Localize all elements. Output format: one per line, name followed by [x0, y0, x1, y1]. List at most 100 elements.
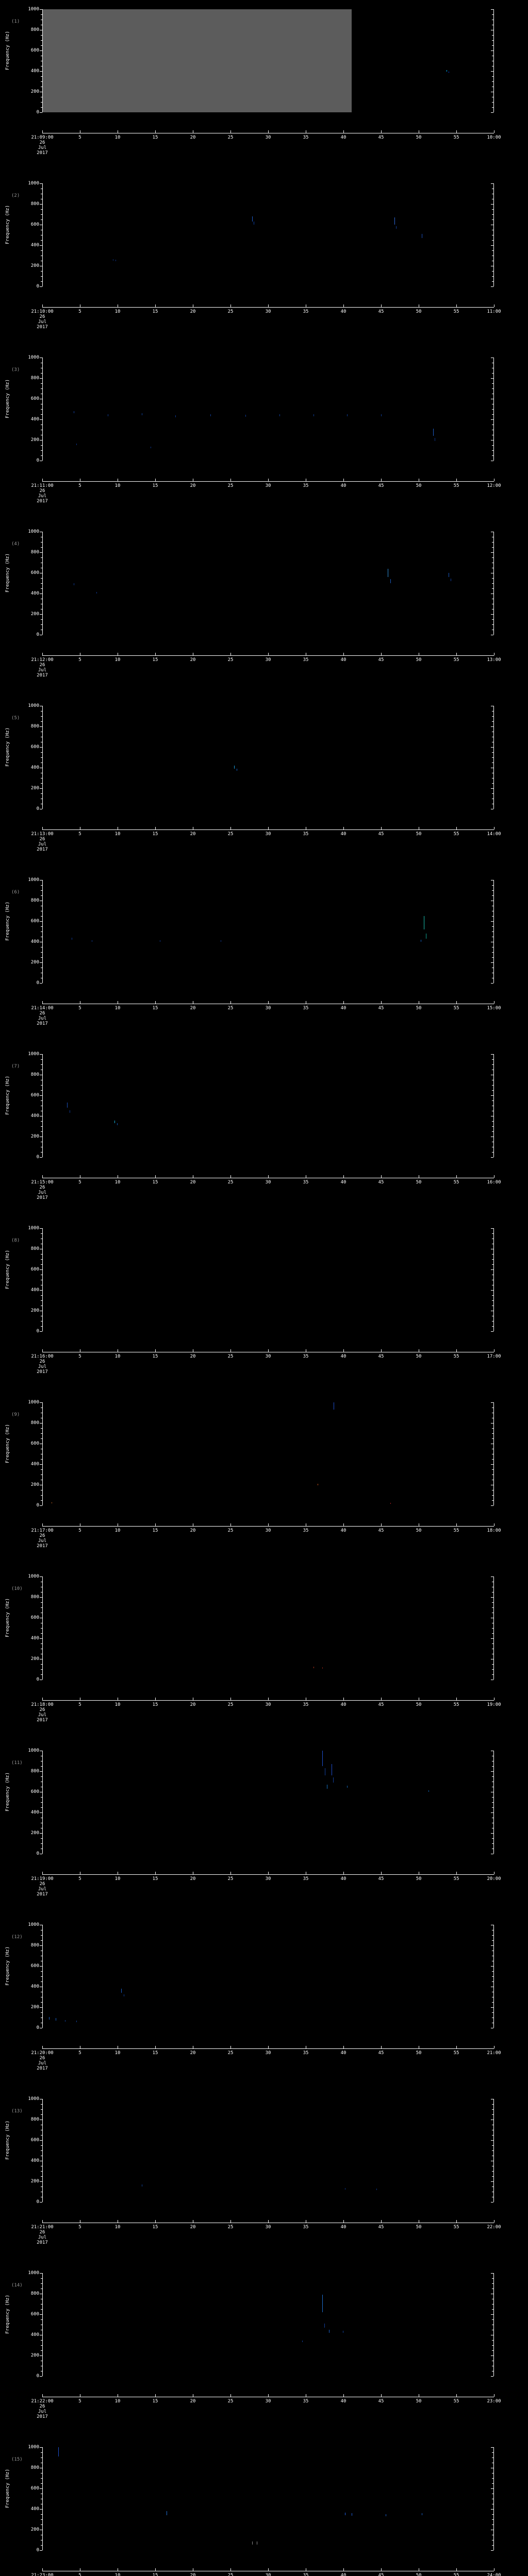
y-tick-label: 600 — [30, 744, 39, 750]
y-tick-minor-right — [492, 2278, 493, 2279]
panel-number-label: (14) — [11, 2283, 23, 2288]
y-tick-major-right — [491, 204, 493, 205]
y-tick-label: 400 — [30, 69, 39, 74]
plot-area[interactable] — [42, 1402, 494, 1505]
detection-mark — [252, 2541, 253, 2545]
x-axis-date-label: 26 Jul 2017 — [37, 1185, 48, 1200]
y-tick-label: 600 — [30, 919, 39, 924]
y-tick-minor — [41, 890, 42, 891]
y-tick-label: 400 — [30, 2506, 39, 2512]
y-tick-minor-right — [492, 1802, 493, 1803]
y-tick-label: 0 — [36, 1851, 39, 1856]
y-tick-minor — [41, 619, 42, 620]
y-tick-minor — [41, 409, 42, 410]
plot-area[interactable] — [42, 1751, 494, 1854]
x-tick-label: 50 — [416, 657, 422, 663]
y-tick-label: 800 — [30, 1595, 39, 1600]
y-tick-minor — [41, 2478, 42, 2479]
y-tick-major — [40, 2181, 42, 2182]
y-tick-label: 200 — [30, 1308, 39, 1313]
plot-area[interactable] — [42, 706, 494, 809]
x-tick-label: 50 — [416, 1528, 422, 1533]
y-tick-minor-right — [492, 2309, 493, 2310]
x-axis-line — [42, 2046, 494, 2049]
y-tick-major — [40, 552, 42, 553]
x-tick-label: 45 — [378, 1876, 384, 1882]
x-tick — [343, 1175, 344, 1178]
plot-area[interactable] — [42, 9, 494, 112]
y-axis-title: Frequency (Hz) — [5, 31, 10, 70]
plot-area[interactable] — [42, 358, 494, 461]
plot-area[interactable] — [42, 1925, 494, 2028]
y-tick-minor — [41, 2283, 42, 2284]
y-tick-label: 1000 — [28, 181, 39, 186]
y-tick-minor — [41, 583, 42, 584]
y-tick-major-right — [491, 1095, 493, 1096]
x-tick-label: 45 — [378, 1528, 384, 1533]
plot-area[interactable] — [42, 1228, 494, 1331]
x-tick — [230, 130, 231, 133]
x-tick — [381, 653, 382, 655]
y-tick-minor — [41, 1981, 42, 1982]
plot-area[interactable] — [42, 2447, 494, 2550]
plot-area[interactable] — [42, 1577, 494, 1680]
plot-background — [42, 183, 494, 286]
x-tick — [268, 1001, 269, 1004]
x-tick-label: 55 — [453, 2225, 459, 2230]
y-tick-minor-right — [492, 624, 493, 625]
y-tick-minor — [41, 783, 42, 784]
x-tick-label: 5 — [78, 309, 81, 314]
y-tick-major-right — [491, 788, 493, 789]
plot-area[interactable] — [42, 183, 494, 286]
y-tick-label: 400 — [30, 243, 39, 248]
x-tick-label: 5 — [78, 2050, 81, 2056]
y-tick-major — [40, 419, 42, 420]
y-tick-label: 400 — [30, 591, 39, 596]
y-tick-minor — [41, 455, 42, 456]
spectrogram-panel: 0 200 400 600 800 1000 Frequency (Hz) (10) 21:18… — [0, 1567, 528, 1741]
y-axis-title: Frequency (Hz) — [5, 902, 10, 941]
y-tick-minor-right — [492, 619, 493, 620]
y-tick-major — [40, 71, 42, 72]
y-tick-major — [40, 286, 42, 287]
x-tick — [381, 1698, 382, 1700]
y-tick-minor-right — [492, 2514, 493, 2515]
x-tick — [42, 479, 43, 481]
y-tick-major-right — [491, 2007, 493, 2008]
y-tick-minor-right — [492, 1459, 493, 1460]
y-tick-minor-right — [492, 1259, 493, 1260]
x-tick — [268, 1175, 269, 1178]
x-tick-label: 40 — [340, 2399, 346, 2404]
data-coverage-region — [42, 9, 352, 112]
y-tick-minor — [41, 2514, 42, 2515]
y-tick-minor — [41, 547, 42, 548]
x-axis-date-label: 26 Jul 2017 — [37, 2404, 48, 2419]
y-tick-minor-right — [492, 757, 493, 758]
x-tick-label: 10 — [114, 483, 121, 488]
plot-area[interactable] — [42, 1054, 494, 1157]
y-tick-major — [40, 1505, 42, 1506]
y-tick-minor — [41, 885, 42, 886]
x-tick — [42, 1175, 43, 1178]
plot-area[interactable] — [42, 880, 494, 983]
plot-area[interactable] — [42, 2099, 494, 2202]
y-tick-minor-right — [492, 1433, 493, 1434]
y-tick-minor-right — [492, 1121, 493, 1122]
y-axis-title: Frequency (Hz) — [5, 205, 10, 244]
y-tick-minor — [41, 916, 42, 917]
y-tick-label: 200 — [30, 786, 39, 791]
plot-area[interactable] — [42, 2273, 494, 2376]
y-axis-title: Frequency (Hz) — [5, 1424, 10, 1463]
y-axis-line — [40, 2099, 43, 2202]
x-tick-label: 10 — [114, 2399, 121, 2404]
plot-area[interactable] — [42, 532, 494, 635]
y-axis-line-right — [491, 1751, 494, 1854]
y-tick-label: 800 — [30, 1072, 39, 1077]
y-tick-minor — [41, 1838, 42, 1839]
y-tick-major-right — [491, 2273, 493, 2274]
y-tick-label: 800 — [30, 1943, 39, 1948]
x-tick-label: 15 — [152, 483, 158, 488]
y-tick-minor — [41, 214, 42, 215]
y-tick-major-right — [491, 245, 493, 246]
y-tick-minor-right — [492, 2483, 493, 2484]
